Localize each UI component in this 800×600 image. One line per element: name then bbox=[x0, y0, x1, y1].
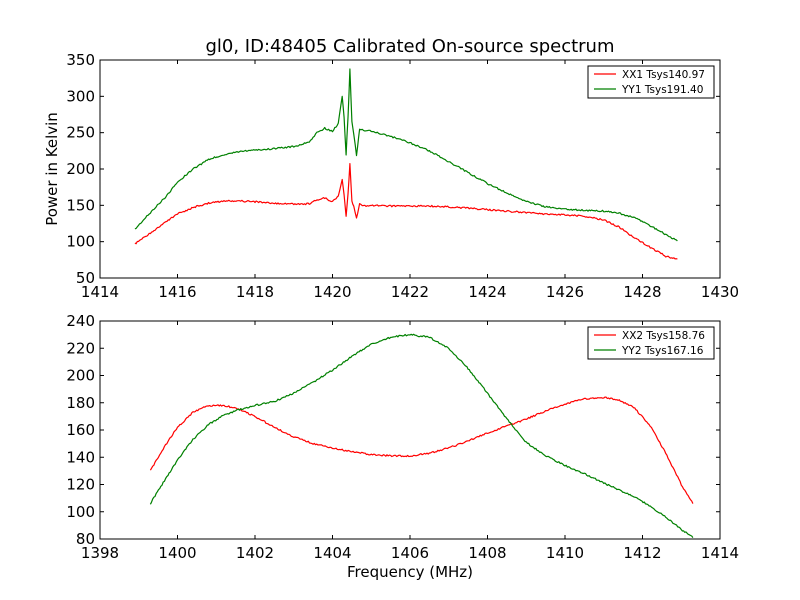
legend-box bbox=[587, 65, 715, 99]
legend-entry: XX1 Tsys140.97 bbox=[622, 69, 705, 81]
x-tick-label: 1410 bbox=[546, 544, 584, 562]
y-tick-label: 80 bbox=[76, 530, 95, 548]
top-panel: 1414 1416 1418 1420 1422 1424 1426 1428 1430 50 10… bbox=[66, 51, 739, 301]
y-tick-label: 120 bbox=[66, 476, 95, 494]
y-tick-label: 160 bbox=[66, 421, 95, 439]
y-tick-label: 50 bbox=[76, 269, 95, 287]
legend: XX1 Tsys140.97 YY1 Tsys191.40 bbox=[587, 65, 715, 99]
series-line-1 bbox=[134, 163, 678, 260]
x-tick-label: 1418 bbox=[236, 283, 274, 301]
x-tick-label: 1426 bbox=[546, 283, 584, 301]
y-tick-label: 140 bbox=[66, 448, 95, 466]
legend-entry: YY2 Tsys167.16 bbox=[621, 345, 704, 357]
x-tick-label: 1416 bbox=[158, 283, 196, 301]
x-tick-label: 1424 bbox=[468, 283, 506, 301]
legend: XX2 Tsys158.76 YY2 Tsys167.16 bbox=[587, 326, 715, 360]
y-tick-label: 150 bbox=[66, 196, 95, 214]
x-tick-label: 1400 bbox=[158, 544, 196, 562]
y-tick-label: 220 bbox=[66, 339, 95, 357]
x-tick-label: 1406 bbox=[391, 544, 429, 562]
x-tick-label: 1408 bbox=[468, 544, 506, 562]
y-tick-label: 300 bbox=[66, 87, 95, 105]
legend-box bbox=[587, 326, 715, 360]
bottom-panel: 1398 1400 1402 1404 1406 1408 1410 1412 1414 80 10… bbox=[66, 312, 739, 562]
series-line-2 bbox=[134, 68, 678, 242]
x-tick-label: 1398 bbox=[81, 544, 119, 562]
x-tick-label: 1412 bbox=[623, 544, 661, 562]
y-tick-label: 200 bbox=[66, 367, 95, 385]
y-tick-label: 350 bbox=[66, 51, 95, 69]
y-tick-label: 100 bbox=[66, 503, 95, 521]
x-tick-label: 1414 bbox=[701, 544, 739, 562]
x-tick-label: 1430 bbox=[701, 283, 739, 301]
x-tick-label: 1428 bbox=[623, 283, 661, 301]
legend-entry: XX2 Tsys158.76 bbox=[622, 330, 705, 342]
x-tick-label: 1414 bbox=[81, 283, 119, 301]
x-tick-label: 1422 bbox=[391, 283, 429, 301]
y-tick-label: 200 bbox=[66, 160, 95, 178]
x-tick-label: 1404 bbox=[313, 544, 351, 562]
y-tick-label: 180 bbox=[66, 394, 95, 412]
legend-entry: YY1 Tsys191.40 bbox=[621, 84, 703, 96]
series-line-2 bbox=[149, 333, 694, 538]
y-tick-label: 100 bbox=[66, 233, 95, 251]
x-tick-label: 1402 bbox=[236, 544, 274, 562]
chart-title: gl0, ID:48405 Calibrated On-source spect… bbox=[205, 36, 614, 57]
x-axis-label: Frequency (MHz) bbox=[347, 563, 473, 581]
x-tick-label: 1420 bbox=[313, 283, 351, 301]
y-tick-label: 250 bbox=[66, 124, 95, 142]
y-axis-label: Power in Kelvin bbox=[43, 112, 61, 226]
y-tick-label: 240 bbox=[66, 312, 95, 330]
